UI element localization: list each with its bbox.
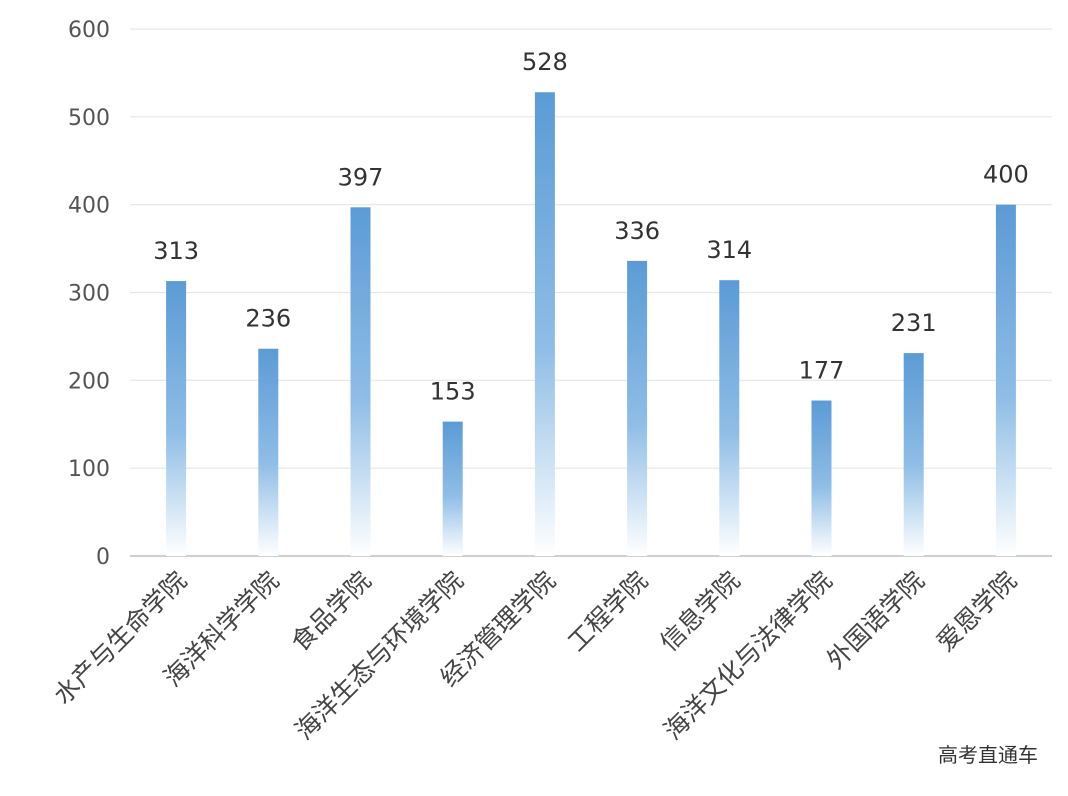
data-label: 236 bbox=[245, 305, 291, 333]
category-label: 爱恩学院 bbox=[931, 566, 1022, 657]
data-labels: 313 236 397 153 528 336 314 177 231 400 bbox=[153, 48, 1029, 405]
data-label: 397 bbox=[338, 163, 384, 191]
data-label: 400 bbox=[983, 161, 1029, 189]
data-label: 528 bbox=[522, 48, 568, 76]
data-label: 153 bbox=[430, 378, 476, 406]
y-tick-label: 600 bbox=[68, 18, 110, 43]
y-tick-label: 500 bbox=[68, 106, 110, 131]
bar bbox=[534, 92, 555, 557]
y-tick-label: 300 bbox=[68, 282, 110, 307]
category-label: 海洋文化与法律学院 bbox=[658, 566, 838, 746]
watermark: 高考直通车 bbox=[938, 743, 1038, 767]
data-label: 177 bbox=[799, 357, 845, 385]
y-axis-ticks: 0 100 200 300 400 500 600 bbox=[68, 18, 110, 570]
y-tick-label: 200 bbox=[68, 369, 110, 394]
y-tick-label: 100 bbox=[68, 457, 110, 482]
bar bbox=[442, 421, 463, 556]
y-tick-label: 400 bbox=[68, 194, 110, 219]
data-label: 313 bbox=[153, 237, 199, 265]
bar bbox=[811, 400, 832, 556]
category-label: 海洋生态与环境学院 bbox=[289, 566, 469, 746]
data-label: 314 bbox=[706, 236, 752, 264]
category-label: 工程学院 bbox=[562, 566, 653, 657]
data-label: 231 bbox=[891, 309, 937, 337]
gridlines bbox=[130, 28, 1052, 557]
bar bbox=[166, 281, 187, 556]
bar bbox=[627, 260, 648, 556]
category-label: 食品学院 bbox=[286, 566, 377, 657]
bar bbox=[903, 353, 924, 556]
bar bbox=[258, 348, 279, 556]
bar bbox=[350, 207, 371, 556]
bar bbox=[719, 280, 740, 556]
bars bbox=[166, 92, 1016, 557]
data-label: 336 bbox=[614, 217, 660, 245]
bar bbox=[995, 204, 1016, 556]
y-tick-label: 0 bbox=[96, 545, 110, 570]
category-label: 水产与生命学院 bbox=[48, 566, 192, 710]
category-label: 信息学院 bbox=[654, 566, 745, 657]
category-label: 外国语学院 bbox=[821, 566, 930, 675]
